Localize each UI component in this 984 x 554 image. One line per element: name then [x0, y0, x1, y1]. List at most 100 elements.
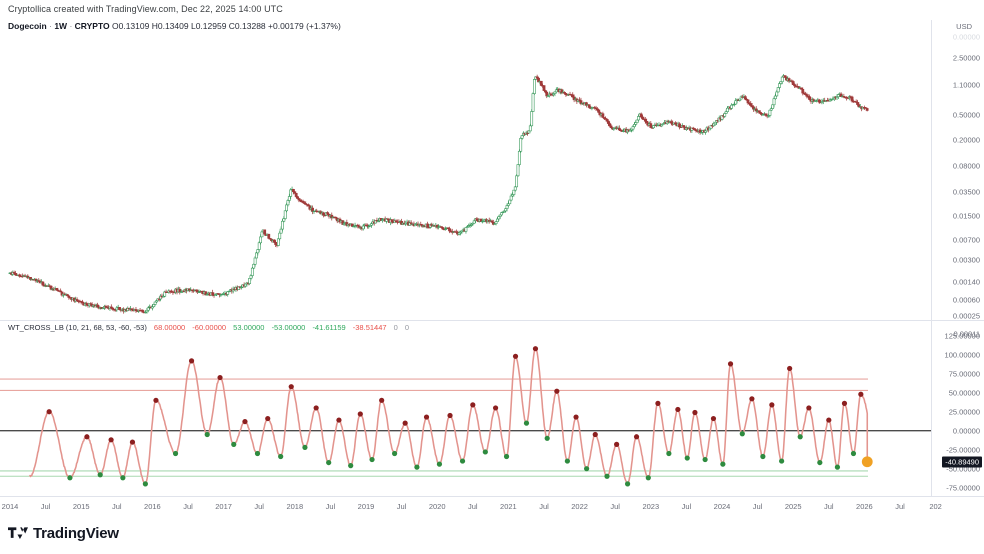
trough-marker-dot — [120, 475, 126, 481]
oscillator-tick-label: -25.00000 — [946, 445, 980, 455]
peak-marker-dot — [826, 417, 832, 423]
trough-marker-dot — [544, 435, 550, 441]
trough-marker-dot — [739, 431, 745, 437]
oscillator-tick-label: -75.00000 — [946, 483, 980, 493]
symbol-info-bar: Dogecoin · 1W · CRYPTO O0.13109 H0.13409… — [8, 21, 341, 31]
peak-marker-dot — [573, 414, 579, 420]
current-value-marker — [861, 456, 873, 468]
peak-marker-dot — [614, 441, 620, 447]
peak-marker-dot — [470, 402, 476, 408]
time-scale[interactable]: 2014 Jul 2015 Jul 2016 Jul 2017 Jul 2018 Jul 2019 J… — [0, 496, 984, 519]
peak-marker-dot — [379, 397, 385, 403]
time-tick-label: 2023 — [642, 502, 660, 511]
tradingview-wordmark: TradingView — [33, 525, 119, 542]
peak-marker-dot — [492, 405, 499, 411]
ohlc-open: O0.13109 — [112, 21, 150, 31]
time-tick-label: 2020 — [428, 502, 446, 511]
indicator-value-5: -41.61159 — [312, 323, 346, 332]
oscillator-tick-label: 50.00000 — [948, 388, 980, 398]
trough-marker-dot — [172, 450, 179, 457]
trough-marker-dot — [817, 459, 823, 466]
time-tick-label: 2025 — [784, 502, 802, 511]
peak-marker-dot — [710, 415, 717, 422]
price-tick-label: 0.01500 — [952, 211, 980, 221]
peak-marker-dot — [655, 400, 661, 406]
peak-marker-dot — [554, 388, 560, 394]
peak-marker-dot — [692, 409, 698, 416]
indicator-value-6: -38.51447 — [352, 323, 387, 332]
trough-marker-dot — [391, 450, 398, 457]
peak-marker-dot — [841, 400, 848, 406]
trough-marker-dot — [523, 420, 530, 426]
oscillator-tick-label: -50.00000 — [946, 464, 980, 474]
peak-marker-dot — [512, 353, 519, 359]
price-tick-label: 1.10000 — [952, 80, 980, 90]
price-chart-pane[interactable] — [0, 32, 932, 320]
candlestick-series — [8, 73, 869, 314]
trough-marker-dot — [459, 458, 466, 464]
price-tick-label: 0.00060 — [952, 295, 980, 305]
trough-marker-dot — [684, 455, 690, 461]
peak-marker-dot — [336, 417, 342, 423]
price-tick-label: 0.00025 — [952, 311, 980, 321]
trough-marker-dot — [604, 473, 610, 479]
trough-marker-dot — [369, 456, 375, 463]
trough-marker-dot — [834, 464, 841, 470]
trough-marker-dot — [760, 453, 766, 460]
peak-marker-dot — [402, 420, 408, 426]
indicator-value-2: -60.00000 — [192, 323, 227, 332]
peak-marker-dot — [242, 418, 248, 425]
trough-marker-dot — [850, 450, 857, 457]
peak-marker-dot — [188, 358, 195, 364]
tradingview-mark-icon — [8, 526, 28, 539]
price-tick-label: 0.00700 — [952, 235, 980, 245]
price-scale-unit: USD — [956, 22, 972, 31]
indicator-value-4: -53.00000 — [271, 323, 306, 332]
time-tick-label: Jul — [824, 502, 834, 511]
trough-marker-dot — [231, 441, 237, 447]
trough-marker-dot — [326, 459, 332, 466]
trough-marker-dot — [254, 450, 261, 457]
time-tick-label: 2014 — [1, 502, 19, 511]
time-tick-label: Jul — [396, 502, 407, 511]
time-tick-label: Jul — [539, 502, 549, 511]
trough-marker-dot — [720, 461, 726, 467]
price-tick-label: 0.50000 — [952, 110, 980, 120]
oscillator-scale[interactable]: 125.00000 100.00000 75.00000 50.00000 25.000… — [932, 330, 984, 496]
indicator-title[interactable]: WT_CROSS_LB (10, 21, 68, 53, -60, -53) — [8, 323, 147, 332]
indicator-value-1: 68.00000 — [153, 323, 186, 332]
tradingview-logo[interactable]: TradingView — [8, 525, 119, 542]
symbol-name[interactable]: Dogecoin — [8, 21, 47, 31]
time-tick-label: Jul — [183, 502, 193, 511]
time-tick-label: Jul — [254, 502, 264, 511]
axis-separator — [931, 20, 932, 496]
time-tick-label: 202 — [929, 502, 942, 511]
pane-divider[interactable] — [0, 320, 984, 321]
peak-marker-dot — [532, 346, 539, 352]
interval-label[interactable]: 1W — [54, 21, 68, 31]
price-tick-label: 2.50000 — [952, 53, 980, 63]
time-tick-label: 2015 — [72, 502, 90, 511]
time-tick-label: Jul — [895, 502, 905, 511]
indicator-legend[interactable]: WT_CROSS_LB (10, 21, 68, 53, -60, -53) 6… — [8, 323, 414, 332]
indicator-value-8: 0 — [404, 323, 410, 332]
price-scale[interactable]: USD 0.00000 2.50000 1.10000 0.50000 0.20000 0… — [932, 20, 984, 339]
peak-marker-dot — [217, 374, 223, 381]
symbol-separator-1: · — [49, 21, 52, 31]
time-tick-label: Jul — [40, 502, 51, 511]
time-tick-label: 2021 — [500, 502, 517, 511]
trough-marker-dot — [278, 453, 284, 460]
oscillator-tick-label: 0.00000 — [952, 426, 980, 436]
peak-marker-dot — [806, 405, 812, 411]
peak-marker-dot — [265, 415, 271, 422]
trough-marker-dot — [414, 464, 420, 470]
price-tick-label: 0.00011 — [953, 329, 980, 339]
trough-marker-dot — [302, 444, 308, 451]
oscillator-tick-label: 100.00000 — [944, 350, 980, 360]
trough-marker-dot — [797, 434, 803, 440]
price-tick-label: 0.00140 — [952, 277, 980, 287]
time-tick-label: 2026 — [856, 502, 873, 511]
ohlc-change: +0.00179 (+1.37%) — [268, 21, 341, 31]
oscillator-pane[interactable] — [0, 332, 932, 496]
exchange-label: CRYPTO — [74, 21, 110, 31]
